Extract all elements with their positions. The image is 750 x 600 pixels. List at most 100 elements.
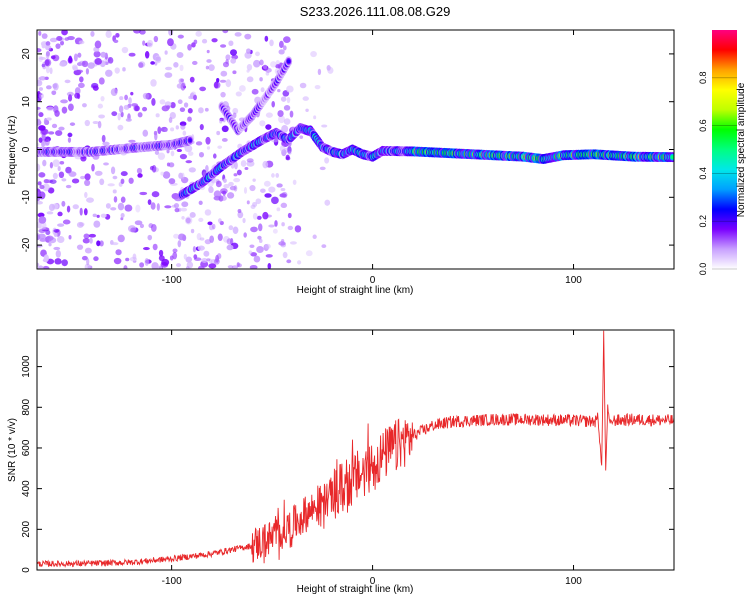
heatmap-noise-cell bbox=[299, 82, 307, 89]
heatmap-noise-cell bbox=[232, 107, 239, 115]
heatmap-noise-cell bbox=[158, 249, 164, 257]
heatmap-noise-cell bbox=[118, 105, 124, 113]
heatmap-noise-cell bbox=[314, 85, 321, 90]
heatmap-noise-cell bbox=[68, 235, 72, 240]
heatmap-noise-cell bbox=[92, 120, 99, 125]
heatmap-noise-cell bbox=[244, 33, 252, 40]
heatmap-noise-cell bbox=[57, 211, 63, 217]
heatmap-noise-cell bbox=[250, 252, 258, 257]
heatmap-noise-cell bbox=[48, 242, 52, 247]
heatmap-noise-cell bbox=[212, 153, 217, 159]
heatmap-noise-cell bbox=[101, 134, 106, 143]
heatmap-noise-cell bbox=[171, 204, 177, 208]
heatmap-noise-cell bbox=[49, 37, 58, 43]
heatmap-noise-cell bbox=[193, 94, 197, 101]
heatmap-noise-cell bbox=[223, 178, 227, 183]
heatmap-noise-cell bbox=[206, 49, 210, 54]
heatmap-noise-cell bbox=[100, 95, 105, 102]
heatmap-noise-cell bbox=[147, 199, 152, 206]
heatmap-noise-cell bbox=[173, 62, 179, 68]
heatmap-noise-cell bbox=[84, 179, 91, 187]
heatmap-noise-cell bbox=[52, 159, 60, 167]
heatmap-noise-cell bbox=[55, 43, 61, 49]
heatmap-noise-cell bbox=[142, 106, 148, 112]
heatmap-noise-cell bbox=[246, 158, 254, 163]
heatmap-noise-cell bbox=[71, 178, 80, 184]
heatmap-noise-cell bbox=[117, 112, 121, 121]
heatmap-noise-cell bbox=[262, 160, 269, 169]
heatmap-noise-cell bbox=[164, 205, 172, 209]
heatmap-noise-cell bbox=[185, 266, 190, 269]
heatmap-noise-cell bbox=[272, 228, 278, 234]
heatmap-noise-cell bbox=[167, 38, 174, 47]
heatmap-noise-cell bbox=[42, 159, 47, 167]
heatmap-noise-cell bbox=[220, 195, 227, 201]
heatmap-noise-cell bbox=[289, 241, 297, 245]
heatmap-noise-cell bbox=[170, 101, 176, 109]
snr-y-ticks: 0 200 400 600 800 1000 bbox=[21, 355, 674, 573]
heatmap-noise-cell bbox=[173, 233, 179, 239]
heatmap-noise-cell bbox=[93, 50, 101, 58]
heatmap-noise-cell bbox=[78, 40, 85, 45]
heatmap-noise-cell bbox=[76, 62, 83, 67]
heatmap-noise-cell bbox=[181, 215, 185, 220]
heatmap-noise-cell bbox=[154, 150, 160, 155]
heatmap-noise-cell bbox=[251, 88, 259, 95]
heatmap-noise-cell bbox=[164, 72, 173, 78]
heatmap-noise-cell bbox=[174, 207, 180, 213]
heatmap-noise-cell bbox=[38, 87, 44, 91]
heatmap-noise-cell bbox=[215, 180, 222, 188]
heatmap-noise-cell bbox=[282, 251, 288, 259]
heatmap-noise-cell bbox=[286, 96, 291, 104]
heatmap-noise-cell bbox=[244, 51, 252, 59]
heatmap-noise-cell bbox=[37, 106, 41, 111]
heatmap-noise-cell bbox=[281, 191, 288, 199]
heatmap-noise-cell bbox=[37, 262, 40, 268]
heatmap-noise-cell bbox=[67, 35, 75, 41]
heatmap-noise-cell bbox=[280, 96, 287, 102]
heatmap-noise-cell bbox=[216, 130, 221, 136]
heatmap-noise-cell bbox=[302, 96, 309, 101]
heatmap-noise-cell bbox=[57, 223, 65, 227]
heatmap-noise-cell bbox=[49, 67, 53, 75]
heatmap-noise-cell bbox=[259, 120, 266, 127]
heatmap-noise-cell bbox=[96, 240, 101, 247]
heatmap-noise-cell bbox=[255, 198, 262, 205]
heatmap-noise-cell bbox=[225, 79, 232, 88]
snr-y-tick-label: 800 bbox=[21, 399, 32, 416]
heatmap-noise-cell bbox=[166, 105, 171, 109]
heatmap-noise-cell bbox=[161, 258, 170, 266]
heatmap-noise-cell bbox=[99, 240, 104, 247]
heatmap-noise-cell bbox=[58, 171, 65, 179]
heatmap-noise-cell bbox=[138, 62, 144, 68]
heatmap-noise-cell bbox=[228, 40, 234, 47]
heatmap-noise-cell bbox=[115, 32, 120, 38]
heatmap-noise-cell bbox=[46, 211, 54, 215]
heatmap-noise-cell bbox=[269, 39, 274, 47]
heatmap-noise-cell bbox=[271, 100, 275, 108]
spectrogram-y-ticks: -20 -10 0 10 20 bbox=[21, 48, 674, 252]
heatmap-noise-cell bbox=[97, 103, 104, 109]
heatmap-noise-cell bbox=[139, 262, 145, 268]
heatmap-noise-cell bbox=[56, 236, 65, 244]
heatmap-noise-cell bbox=[178, 78, 184, 84]
heatmap-noise-cell bbox=[176, 83, 183, 89]
heatmap-noise-cell bbox=[111, 242, 119, 246]
heatmap-noise-cell bbox=[94, 40, 102, 49]
heatmap-noise-cell bbox=[37, 234, 41, 241]
snr-x-tick-label: 0 bbox=[370, 576, 376, 587]
heatmap-noise-cell bbox=[249, 184, 256, 192]
heatmap-noise-cell bbox=[55, 250, 61, 258]
heatmap-noise-cell bbox=[204, 239, 212, 245]
heatmap-noise-cell bbox=[150, 61, 155, 65]
heatmap-noise-cell bbox=[37, 265, 44, 269]
spectrogram-y-tick-label: 0 bbox=[21, 146, 32, 152]
heatmap-noise-cell bbox=[232, 112, 237, 119]
heatmap-noise-cell bbox=[220, 91, 226, 98]
heatmap-noise-cell bbox=[188, 151, 194, 156]
heatmap-noise-cell bbox=[199, 237, 205, 241]
heatmap-noise-cell bbox=[80, 175, 86, 180]
heatmap-noise-cell bbox=[221, 125, 229, 133]
heatmap-noise-cell bbox=[110, 88, 118, 97]
